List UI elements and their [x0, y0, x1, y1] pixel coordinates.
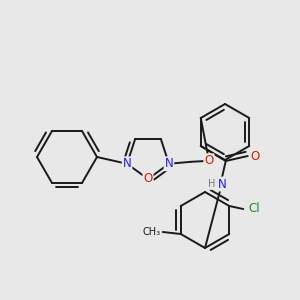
Text: Cl: Cl [248, 202, 260, 215]
Text: N: N [123, 157, 131, 170]
Text: O: O [204, 154, 214, 167]
Text: O: O [250, 149, 260, 163]
Text: H: H [208, 179, 215, 189]
Text: N: N [164, 157, 173, 170]
Text: N: N [218, 178, 226, 190]
Text: O: O [143, 172, 153, 185]
Text: CH₃: CH₃ [142, 227, 161, 237]
